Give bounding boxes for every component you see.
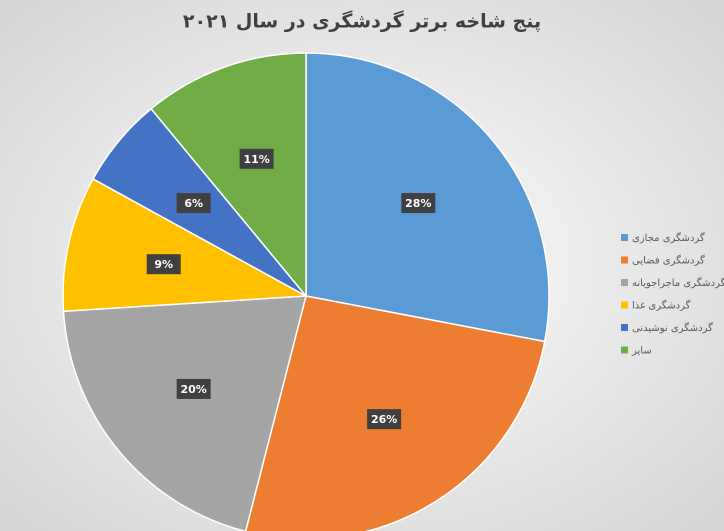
chart-title: پنج شاخه برتر گردشگری در سال ۲۰۲۱ [183, 10, 541, 33]
legend-label: گردشگری نوشیدنی [632, 322, 713, 334]
data-label-box [176, 378, 211, 399]
pie-slice [62, 295, 307, 531]
data-label: 11% [243, 153, 269, 166]
legend-label: گردشگری مجازی [632, 232, 705, 244]
legend-swatch [621, 234, 628, 241]
pie-slice [62, 177, 309, 313]
legend-label: سایر [631, 346, 652, 357]
legend-swatch [621, 346, 628, 354]
legend-swatch [621, 324, 628, 331]
data-label-box [146, 254, 181, 275]
legend-swatch [621, 301, 628, 309]
data-label: 28% [405, 197, 431, 210]
pie-slice [150, 52, 307, 299]
data-label: 26% [371, 413, 397, 426]
data-label: 6% [184, 197, 203, 210]
legend-swatch [621, 256, 628, 264]
legend-label: گردشگری فضایی [632, 255, 705, 267]
data-label: 9% [154, 258, 173, 271]
legend-swatch [621, 279, 628, 286]
data-label: 20% [180, 383, 206, 396]
data-label-box [401, 193, 436, 214]
legend-label: گردشگری غذا [632, 300, 691, 312]
data-label-box [239, 148, 274, 169]
data-label-box [176, 193, 211, 214]
data-label-box [367, 409, 402, 430]
legend-label: گردشگری ماجراجویانه [632, 277, 724, 289]
